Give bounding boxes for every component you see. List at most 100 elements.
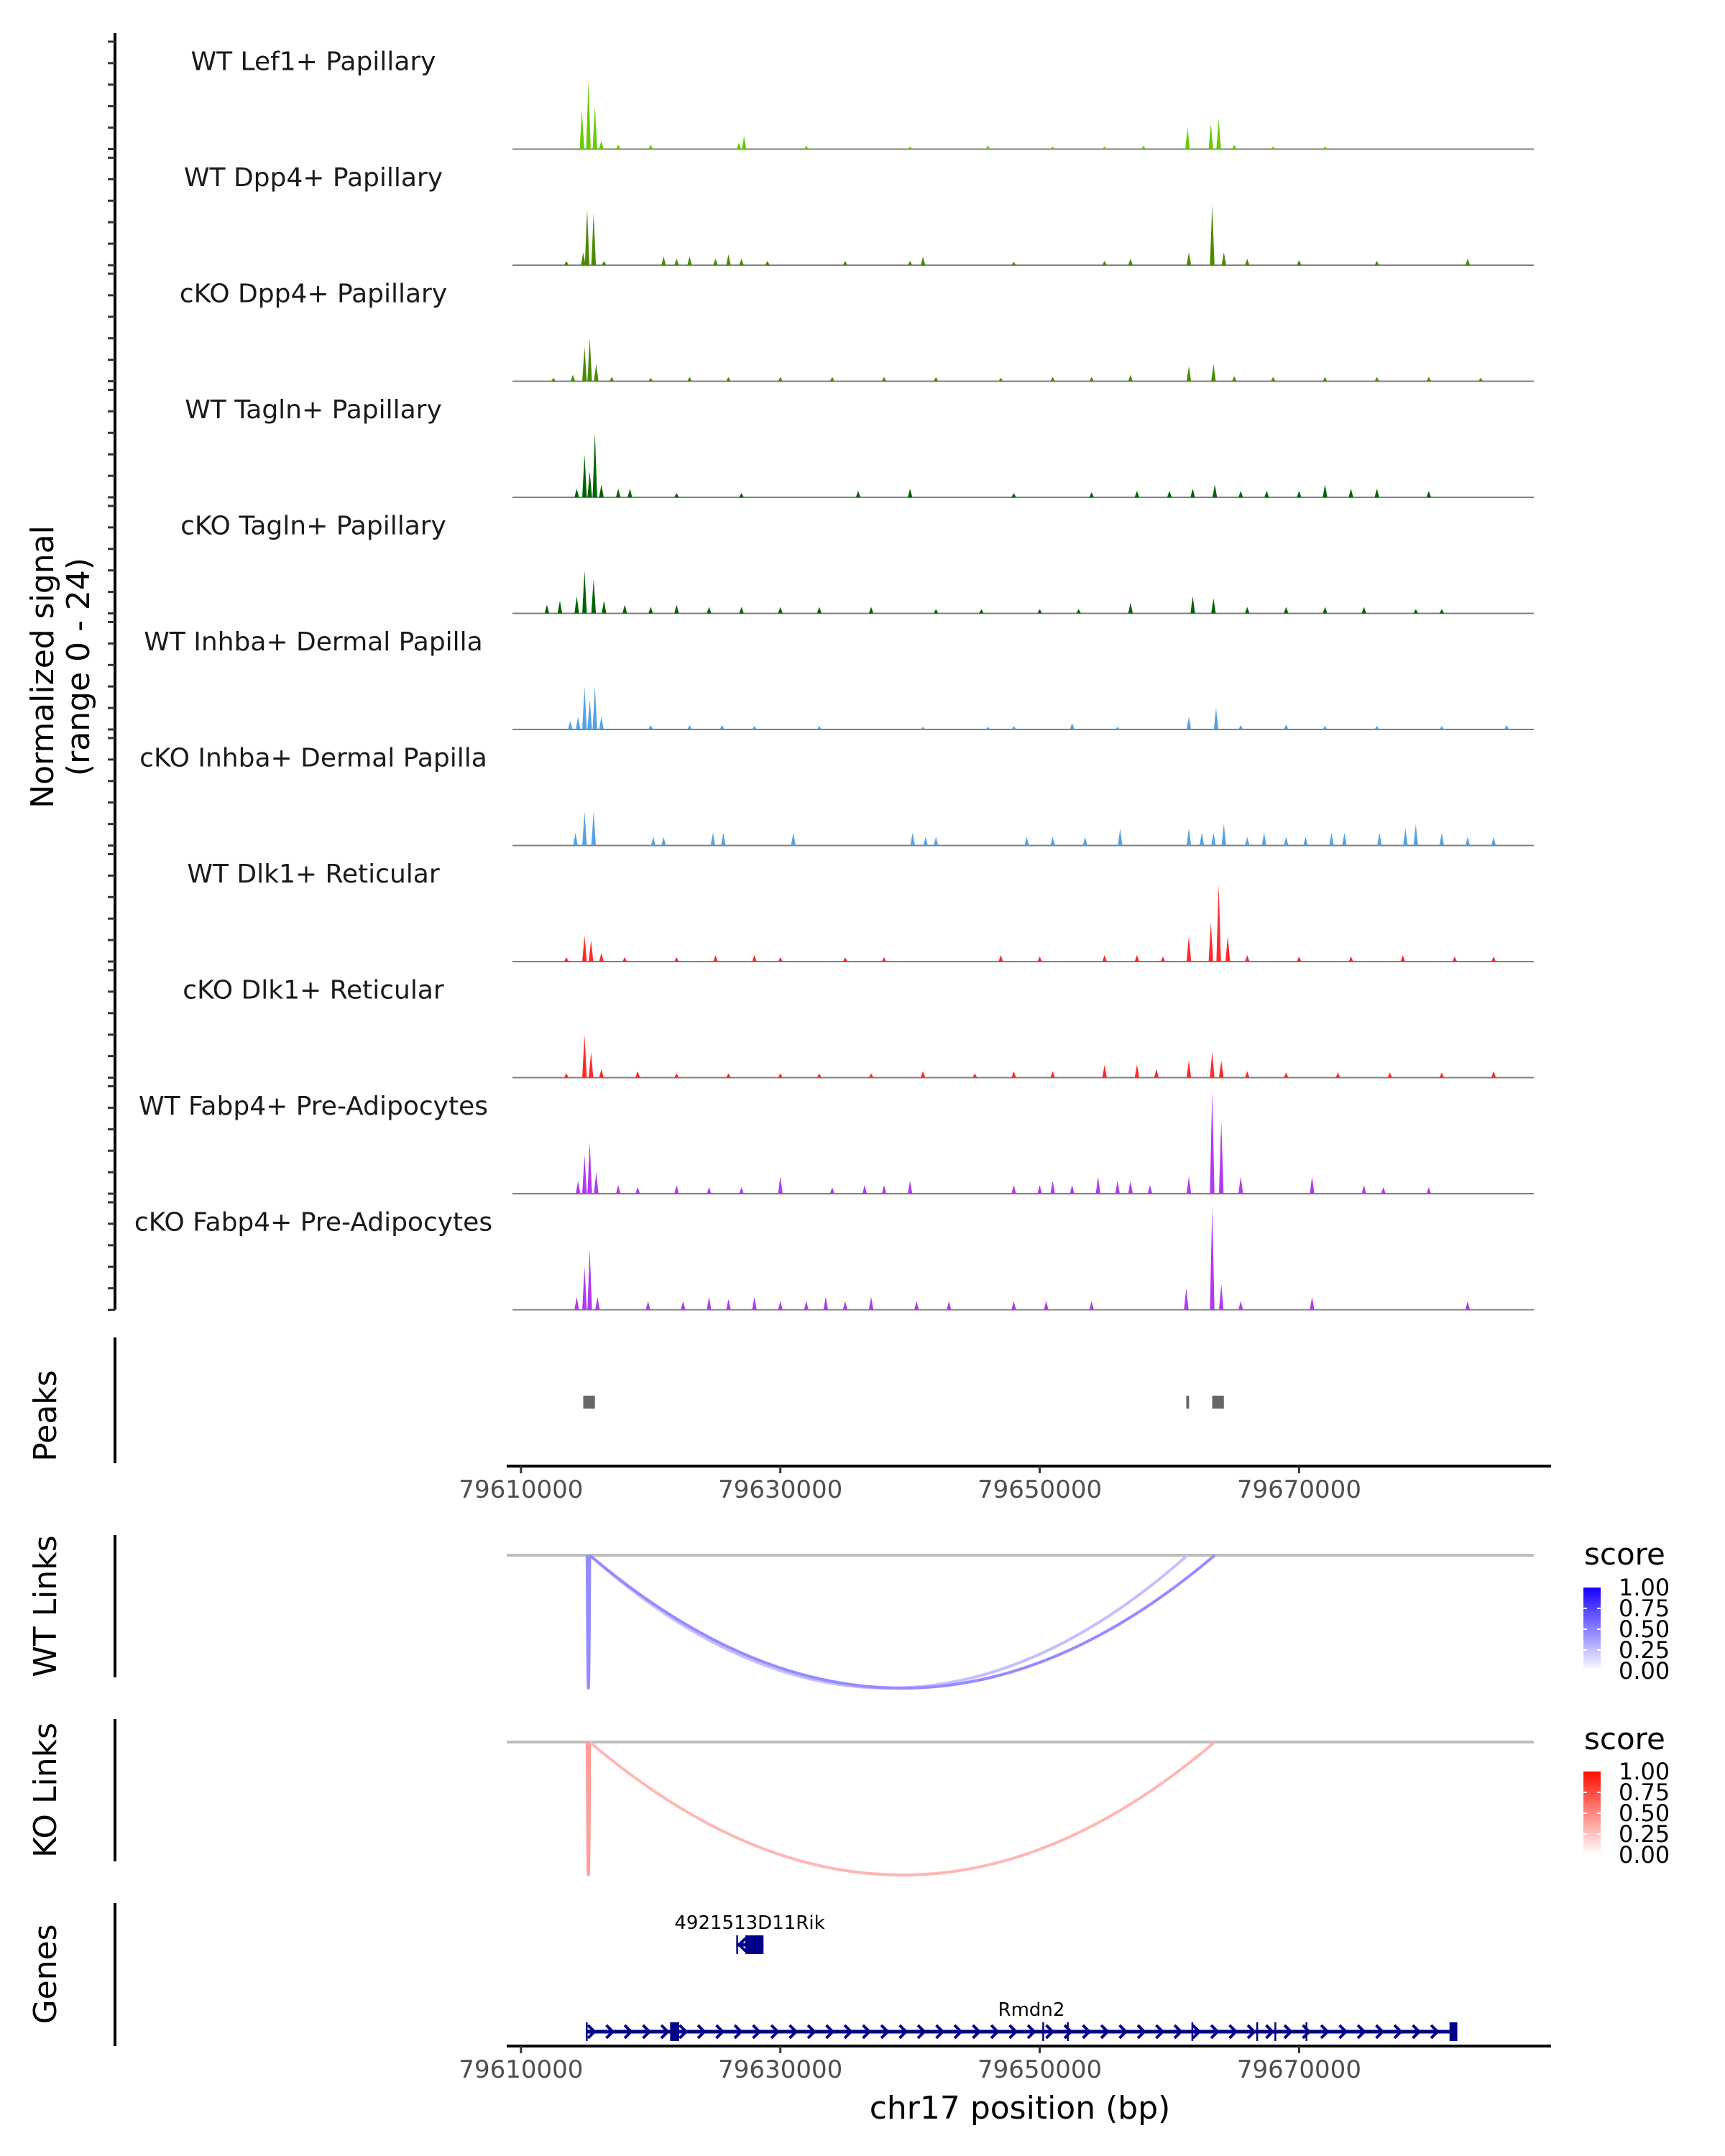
signal-peak	[778, 1301, 783, 1310]
signal-peak	[1264, 491, 1269, 497]
wt-legend-ticks: 1.000.750.500.250.00	[1583, 1574, 1670, 1685]
signal-peak	[564, 1073, 569, 1078]
signal-peak	[1210, 205, 1215, 265]
signal-peak	[1439, 609, 1445, 614]
legend-tick-label: 0.75	[1619, 1779, 1670, 1806]
track-label: WT Fabp4+ Pre-Adipocytes	[139, 1092, 488, 1121]
strand-arrow	[972, 2024, 982, 2040]
signal-peak	[1284, 1072, 1289, 1078]
signal-peak	[765, 261, 770, 265]
track-label: cKO Inhba+ Dermal Papilla	[139, 744, 487, 773]
strand-arrow	[660, 2024, 670, 2040]
signal-peak	[1310, 1296, 1315, 1310]
signal-peak	[1218, 1060, 1224, 1078]
signal-peak	[1216, 119, 1221, 149]
gene-exon	[1042, 2022, 1044, 2041]
signal-peak	[622, 957, 627, 962]
signal-peak	[1284, 724, 1289, 729]
signal-peak	[602, 600, 607, 614]
signal-peak	[1212, 484, 1218, 497]
signal-peak	[1465, 837, 1471, 846]
signal-peak	[1167, 491, 1172, 497]
coverage-track: WT Fabp4+ Pre-Adipocytes	[139, 1090, 1534, 1194]
signal-peak	[592, 106, 597, 149]
legend-tick-label: 1.00	[1619, 1574, 1670, 1601]
signal-peak	[881, 1185, 887, 1194]
coverage-track: cKO Dpp4+ Papillary	[180, 280, 1534, 382]
signal-peak	[1218, 1284, 1224, 1310]
signal-peak	[1070, 723, 1075, 729]
strand-arrow	[788, 2024, 799, 2040]
signal-peak	[1284, 607, 1289, 614]
signal-peak	[687, 377, 692, 382]
signal-peak	[1348, 489, 1353, 497]
signal-peak	[923, 837, 928, 846]
signal-peak	[1186, 1060, 1192, 1078]
signal-peak	[622, 604, 627, 614]
signal-peak	[1070, 1185, 1075, 1194]
strand-arrow	[825, 2024, 835, 2040]
gene-exon	[736, 1935, 738, 1954]
gene-exon	[1067, 2022, 1069, 2041]
strand-arrow	[752, 2024, 762, 2040]
signal-peak	[1245, 259, 1250, 265]
signal-peak	[1011, 1071, 1016, 1078]
signal-peak	[564, 957, 569, 962]
coverage-y-axis	[108, 33, 116, 1311]
signal-peak	[1439, 832, 1445, 846]
signal-peak	[739, 1187, 744, 1194]
signal-peak	[1186, 366, 1192, 382]
signal-peak	[1297, 491, 1302, 497]
signal-peak	[635, 1071, 640, 1078]
signal-peak	[713, 955, 718, 962]
strand-arrow	[1210, 2024, 1220, 2040]
genes-layer: 4921513D11Rik Rmdn2	[586, 1912, 1458, 2041]
signal-peak	[726, 254, 731, 265]
signal-peak	[1050, 1181, 1055, 1194]
signal-peak	[1128, 259, 1133, 265]
signal-peak	[1115, 727, 1121, 729]
signal-peak	[920, 1071, 926, 1078]
signal-peak	[1374, 261, 1379, 265]
strand-arrow	[935, 2024, 945, 2040]
gene-exon	[1256, 2022, 1259, 2041]
signal-peak	[868, 1296, 874, 1310]
signal-peak	[1011, 1185, 1016, 1194]
signal-peak	[1128, 374, 1133, 382]
signal-peak	[907, 146, 913, 149]
signal-peak	[574, 596, 579, 614]
legend-tick-label: 0.00	[1619, 1841, 1670, 1869]
peak-region	[1186, 1396, 1190, 1409]
signal-peak	[862, 1185, 868, 1194]
signal-peak	[1011, 1301, 1016, 1310]
signal-peak	[778, 1073, 783, 1078]
signal-peak	[645, 1301, 650, 1310]
signal-peak	[602, 261, 607, 265]
signal-peak	[591, 579, 597, 614]
signal-peak	[1348, 956, 1353, 962]
track-label: WT Dlk1+ Reticular	[187, 860, 439, 889]
strand-arrow	[1265, 2024, 1275, 2040]
legend-tick-label: 0.00	[1619, 1657, 1670, 1685]
signal-peak	[920, 257, 926, 265]
signal-peak	[681, 1301, 686, 1310]
gene-exon	[1305, 2022, 1307, 2041]
strand-arrow	[1100, 2024, 1110, 2040]
signal-peak	[592, 433, 597, 497]
signal-peak	[573, 832, 578, 846]
signal-peak	[576, 1181, 581, 1194]
signal-peak	[752, 726, 757, 729]
strand-arrow	[862, 2024, 872, 2040]
ko-score-legend: score 1.000.750.500.250.00	[1583, 1721, 1670, 1869]
links-layer	[507, 1554, 1534, 1876]
signal-peak	[736, 142, 742, 149]
strand-arrow	[737, 1937, 747, 1953]
signal-peak	[587, 699, 592, 729]
strand-arrow	[1045, 2024, 1055, 2040]
gene-exon	[670, 2022, 679, 2041]
signal-peak	[1216, 884, 1221, 962]
signal-peak	[707, 1187, 712, 1194]
signal-peak	[579, 110, 584, 149]
signal-peak	[1465, 259, 1471, 265]
